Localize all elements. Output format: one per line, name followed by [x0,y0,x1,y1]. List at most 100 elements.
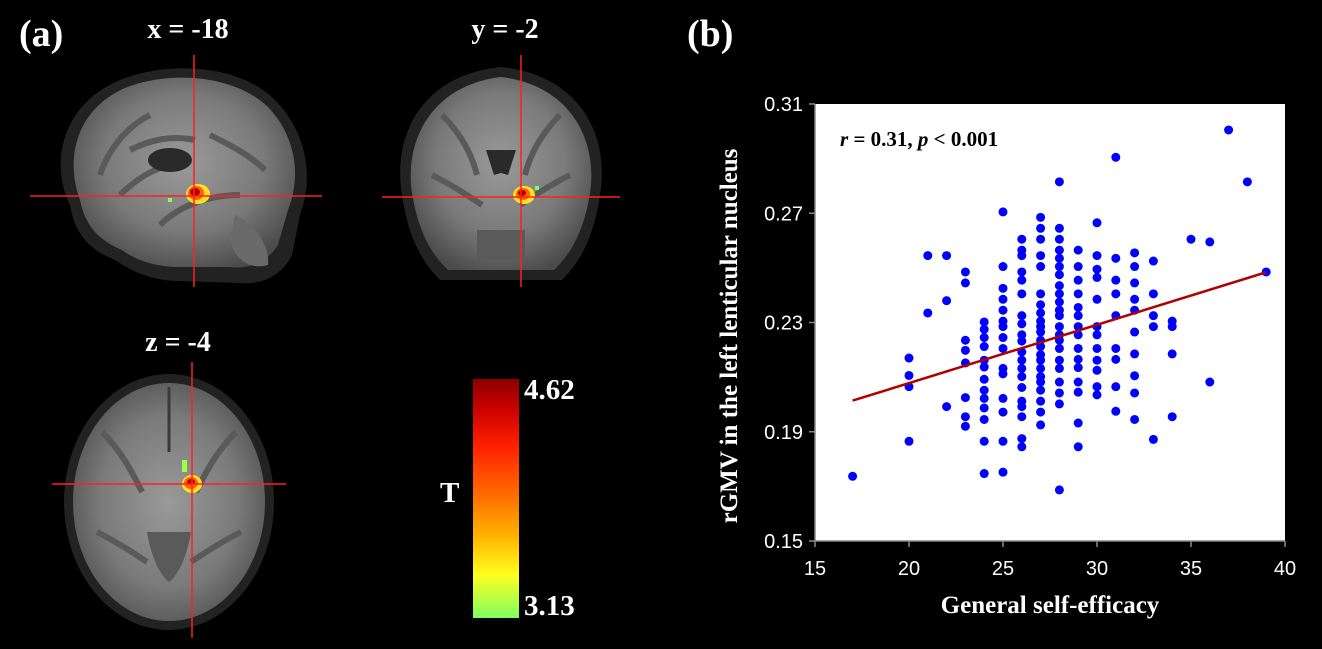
data-point [1130,349,1140,359]
data-point [1111,382,1121,392]
data-point [1036,372,1046,382]
data-point [1073,289,1083,299]
data-point [1017,330,1027,340]
data-point [1054,399,1064,409]
data-point [1054,289,1064,299]
data-point [1148,256,1158,266]
panel-a-label: (a) [19,13,64,55]
data-point [998,207,1008,217]
data-point [998,316,1008,326]
x-tick-label: 30 [1086,558,1108,580]
data-point [1017,275,1027,285]
data-point [960,267,970,277]
data-point [1130,388,1140,398]
data-point [1242,177,1252,187]
data-point [960,278,970,288]
data-point [1186,234,1196,244]
data-point [1130,327,1140,337]
sagittal-brain-slice [30,55,322,287]
panel-b-label: (b) [687,13,734,55]
x-tick-label: 25 [992,558,1014,580]
data-point [979,362,989,372]
data-point [1036,350,1046,360]
data-point [1111,275,1121,285]
data-point [1054,270,1064,280]
data-point [923,308,933,318]
data-point [960,421,970,431]
coronal-slice-title: y = -2 [471,14,539,45]
data-point [1054,343,1064,353]
data-point [904,436,914,446]
data-point [1073,275,1083,285]
axial-brain-slice [52,362,286,638]
data-point [1036,223,1046,233]
x-tick-label: 35 [1180,558,1202,580]
data-point [979,317,989,327]
annotation-r-value: = 0.31, [848,127,918,151]
data-point [1054,377,1064,387]
data-point [1054,177,1064,187]
data-point [942,251,952,261]
data-point [1054,245,1064,255]
data-point [1036,316,1046,326]
data-point [1073,363,1083,373]
data-point [1092,264,1102,274]
data-point [998,343,1008,353]
data-point [1017,383,1027,393]
data-point [1054,253,1064,263]
data-point [1036,385,1046,395]
data-point [1092,390,1102,400]
data-point [1036,262,1046,272]
y-tick-label: 0.31 [764,94,803,116]
data-point [1054,322,1064,332]
axial-slice-title: z = -4 [145,327,211,358]
data-point [1054,388,1064,398]
x-tick-label: 20 [898,558,920,580]
data-point [1111,253,1121,263]
data-point [960,335,970,345]
sagittal-slice-title: x = -18 [147,14,229,45]
annotation-p-symbol: p [916,127,929,151]
data-point [1092,218,1102,228]
data-point [1130,278,1140,288]
data-point [998,283,1008,293]
data-point [998,262,1008,272]
data-point [1092,355,1102,365]
data-point [1148,322,1158,332]
data-point [979,333,989,343]
data-point [1017,434,1027,444]
y-tick-label: 0.19 [764,422,803,444]
data-point [1073,311,1083,321]
data-point [1148,311,1158,321]
data-point [979,374,989,384]
data-point [960,393,970,403]
data-point [1073,387,1083,397]
x-tick-label: 40 [1274,558,1296,580]
data-point [1054,223,1064,233]
coronal-brain-slice [382,55,620,287]
data-point [1017,336,1027,346]
data-point [1130,294,1140,304]
data-point [998,407,1008,417]
data-point [1130,248,1140,258]
data-point [1073,262,1083,272]
t-value-colorbar [473,379,519,618]
data-point [1092,272,1102,282]
data-point [1017,319,1027,329]
data-point [1054,234,1064,244]
data-point [904,370,914,380]
data-point [923,251,933,261]
data-point [1148,434,1158,444]
x-axis-title: General self-efficacy [941,592,1160,619]
data-point [998,436,1008,446]
data-point [1224,125,1234,135]
data-point [848,471,858,481]
data-point [904,353,914,363]
data-point [1036,407,1046,417]
data-point [1054,281,1064,291]
data-point [1054,262,1064,272]
data-point [1017,267,1027,277]
data-point [1017,245,1027,255]
regression-line [852,271,1267,402]
